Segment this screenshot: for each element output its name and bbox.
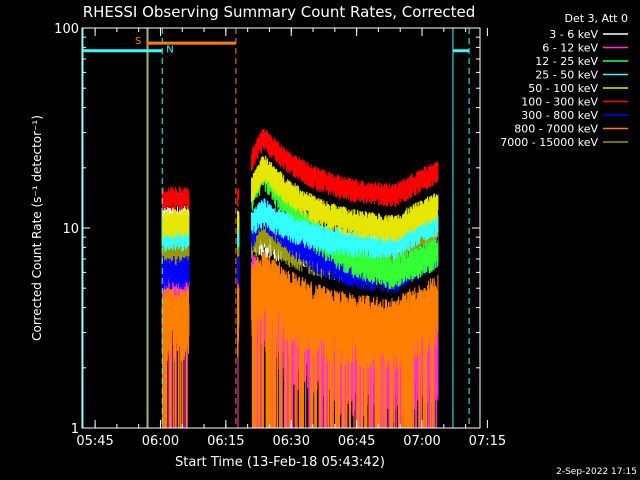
legend-label: 50 - 100 keV: [528, 82, 598, 95]
night-label: N: [166, 45, 173, 56]
series-trace: [251, 198, 439, 261]
legend-label: 800 - 7000 keV: [514, 123, 598, 136]
series-trace: [237, 256, 240, 284]
legend-entry: 50 - 100 keV: [528, 82, 628, 95]
y-tick-label: 10: [62, 222, 79, 237]
x-tick-label: 06:45: [338, 434, 375, 449]
legend-label: 7000 - 15000 keV: [500, 136, 598, 149]
legend-label: 3 - 6 keV: [549, 28, 598, 41]
series-trace: [161, 232, 190, 276]
footer-date: 2-Sep-2022 17:15: [556, 467, 637, 477]
x-axis-label: Start Time (13-Feb-18 05:43:42): [175, 455, 385, 470]
legend-entry: 100 - 300 keV: [521, 96, 628, 109]
x-tick-label: 05:45: [76, 434, 113, 449]
y-tick-label: 100: [54, 22, 79, 37]
legend-entry: 6 - 12 keV: [542, 42, 628, 55]
chart-title: RHESSI Observing Summary Count Rates, Co…: [83, 3, 476, 21]
legend-entry: 300 - 800 keV: [521, 109, 628, 122]
data-series-layer: [161, 129, 439, 428]
y-tick-label: 1: [71, 422, 79, 437]
axes: 1 10 100 05:45 06:00 06:15 06:30 06:45 07:00 07:1…: [54, 22, 506, 449]
series-trace: [161, 186, 190, 211]
legend-label: 300 - 800 keV: [521, 109, 598, 122]
legend-label: 6 - 12 keV: [542, 42, 598, 55]
legend-entry: 12 - 25 keV: [535, 55, 628, 68]
series-trace: [251, 129, 439, 208]
x-tick-label: 06:00: [142, 434, 179, 449]
legend-entry: 3 - 6 keV: [549, 28, 628, 41]
series-800-7000kev: [161, 250, 439, 428]
series-trace: [161, 255, 190, 290]
series-trace: [251, 155, 439, 243]
legend-label: 12 - 25 keV: [535, 55, 598, 68]
saa-label: S: [135, 36, 141, 47]
x-tick-label: 06:15: [207, 434, 244, 449]
series-trace: [237, 287, 240, 359]
series-trace: [237, 188, 240, 208]
series-100-300kev: [161, 129, 439, 211]
series-trace: [161, 287, 190, 428]
legend-entry: 800 - 7000 keV: [514, 123, 628, 136]
x-tick-label: 07:00: [403, 434, 440, 449]
x-tick-label: 06:30: [273, 434, 310, 449]
series-50-100kev: [161, 155, 439, 243]
series-trace: [161, 209, 190, 239]
series-trace: [251, 250, 439, 428]
legend-entry: 25 - 50 keV: [535, 69, 628, 82]
legend-label: 25 - 50 keV: [535, 69, 598, 82]
x-tick-label: 07:15: [469, 434, 506, 449]
legend-entry: 7000 - 15000 keV: [500, 136, 628, 149]
legend-label: 100 - 300 keV: [521, 96, 598, 109]
series-trace: [237, 210, 240, 235]
legend-title: Det 3, Att 0: [565, 12, 629, 25]
y-axis-label: Corrected Count Rate (s⁻¹ detector⁻¹): [30, 115, 44, 341]
